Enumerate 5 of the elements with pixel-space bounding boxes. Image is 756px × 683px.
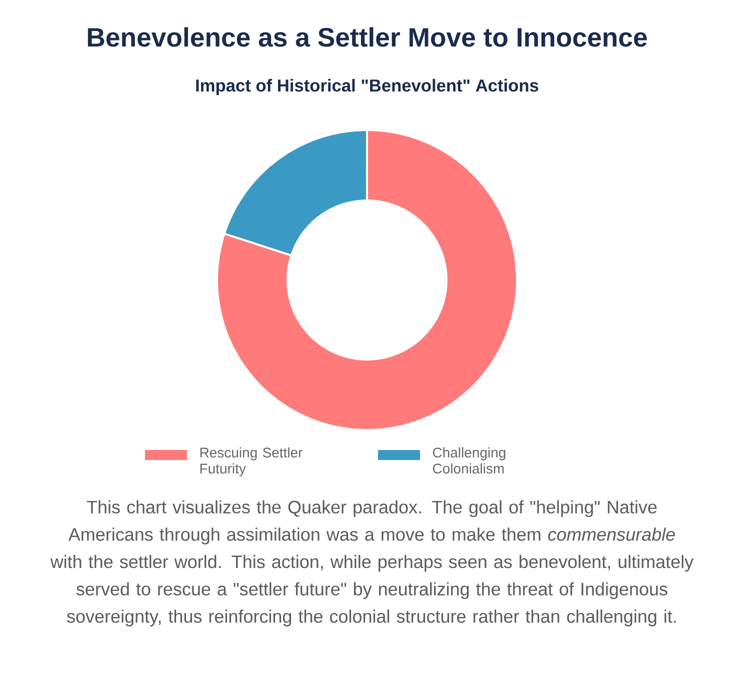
- text: This chart visualizes the Quaker paradox. The goal of "helping" Native Americans through assimilation was a move to make them commensurable with the settler world. This action, while perhaps seen as benevolent, ultimately served to rescue a "settler future" by neutralizing the threat of Indigenous sovereignty, thus reinforcing the colonial structure rather than challenging it.: [50, 500, 694, 626]
- chart-subtitle: Impact of Historical "Benevolent" Actions: [196, 78, 538, 96]
- chart-title: Benevolence as a Settler Move to Innocence: [88, 27, 647, 47]
- legend-label: Rescuing Settler Futurity: [200, 447, 303, 476]
- legend-label: Challenging Colonialism: [432, 447, 506, 474]
